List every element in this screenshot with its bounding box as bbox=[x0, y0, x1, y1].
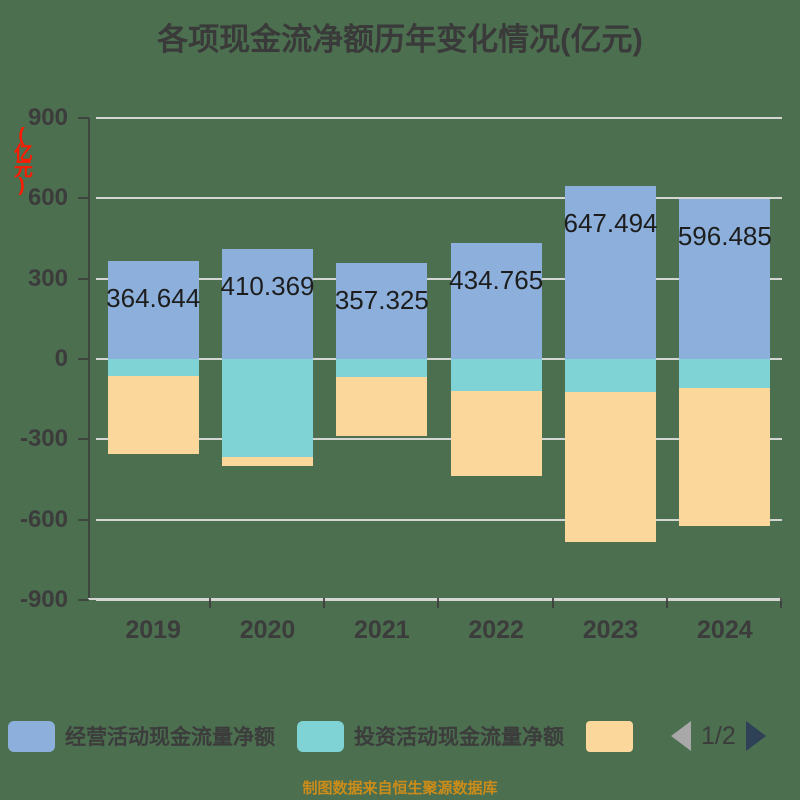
y-tick-label: -300 bbox=[19, 425, 68, 453]
gridline bbox=[96, 358, 782, 360]
bar-segment-operating[interactable] bbox=[107, 261, 199, 359]
bar-value-label: 410.369 bbox=[220, 271, 315, 302]
y-tick-mark bbox=[78, 197, 89, 200]
plot-area: 900 600 300 0 -300 -600 -900 364.644 410.369 357… bbox=[20, 104, 783, 644]
y-tick-label: 600 bbox=[27, 184, 68, 212]
bar-segment-financing[interactable] bbox=[679, 388, 771, 526]
y-tick-label: -600 bbox=[19, 505, 68, 533]
y-tick-mark bbox=[78, 599, 89, 601]
x-tick-mark bbox=[666, 598, 668, 608]
legend-item-financing[interactable] bbox=[586, 720, 643, 752]
bar-segment-investing[interactable] bbox=[107, 359, 199, 377]
bar-segment-financing[interactable] bbox=[107, 376, 199, 455]
gridline bbox=[96, 117, 782, 119]
gridline bbox=[96, 518, 782, 521]
bar-segment-operating[interactable] bbox=[679, 199, 771, 359]
y-tick-mark bbox=[78, 358, 89, 360]
bar-segment-investing[interactable] bbox=[679, 359, 771, 389]
bar-segment-financing[interactable] bbox=[222, 456, 313, 466]
y-tick-label: 900 bbox=[27, 104, 68, 131]
bar-segment-operating[interactable] bbox=[565, 185, 656, 359]
y-tick-label: 300 bbox=[27, 264, 68, 292]
data-source-note: 制图数据来自恒生聚源数据库 bbox=[302, 780, 498, 797]
legend-swatch-investing bbox=[297, 720, 344, 752]
legend-item-investing[interactable]: 投资活动现金流量净额 bbox=[297, 720, 564, 752]
gridline bbox=[96, 197, 782, 200]
bar-segment-financing[interactable] bbox=[450, 390, 542, 477]
bar-group[interactable] bbox=[222, 118, 313, 600]
y-tick-label: 0 bbox=[54, 345, 68, 372]
x-tick-label-2020: 2020 bbox=[239, 616, 296, 644]
gridline bbox=[96, 438, 782, 441]
y-axis-unit-label: (亿元) bbox=[11, 125, 32, 193]
legend-label-investing: 投资活动现金流量净额 bbox=[354, 726, 564, 749]
page-title: 各项现金流净额历年变化情况(亿元) bbox=[157, 22, 643, 57]
bar-group[interactable] bbox=[450, 118, 542, 600]
bar-value-label: 434.765 bbox=[449, 264, 544, 295]
bar-segment-operating[interactable] bbox=[336, 263, 428, 359]
y-tick-mark bbox=[78, 117, 89, 119]
bar-value-label: 596.485 bbox=[677, 221, 772, 252]
legend-item-operating[interactable]: 经营活动现金流量净额 bbox=[8, 720, 275, 752]
bar-segment-investing[interactable] bbox=[450, 359, 542, 391]
x-tick-mark bbox=[551, 598, 554, 608]
bar-group[interactable] bbox=[107, 118, 199, 600]
x-tick-mark bbox=[208, 598, 211, 608]
bar-value-label: 357.325 bbox=[334, 285, 429, 316]
x-tick-label-2021: 2021 bbox=[354, 616, 410, 644]
bar-group[interactable] bbox=[565, 118, 656, 600]
legend-pager: 1/2 bbox=[671, 721, 766, 751]
legend: 经营活动现金流量净额 投资活动现金流量净额 1/2 bbox=[0, 713, 800, 759]
x-tick-label-2022: 2022 bbox=[468, 616, 524, 644]
x-tick-mark bbox=[323, 598, 325, 608]
bar-segment-investing[interactable] bbox=[565, 359, 656, 392]
x-tick-label-2024: 2024 bbox=[697, 616, 753, 644]
bar-group[interactable] bbox=[336, 118, 428, 600]
legend-label-operating: 经营活动现金流量净额 bbox=[65, 726, 275, 749]
bar-segment-operating[interactable] bbox=[450, 242, 542, 359]
pager-counter: 1/2 bbox=[701, 721, 736, 750]
triangle-left-icon[interactable] bbox=[671, 721, 691, 751]
x-tick-mark bbox=[780, 598, 783, 608]
x-tick-label-2023: 2023 bbox=[582, 616, 639, 644]
bar-segment-financing[interactable] bbox=[565, 391, 656, 543]
y-tick-label: -900 bbox=[19, 586, 68, 613]
legend-swatch-financing bbox=[586, 720, 633, 752]
bar-value-label: 364.644 bbox=[106, 283, 201, 314]
gridline bbox=[96, 277, 782, 280]
bar-segment-investing[interactable] bbox=[222, 359, 313, 457]
x-tick-label-2019: 2019 bbox=[125, 616, 181, 644]
y-tick-mark bbox=[78, 518, 89, 521]
bar-segment-financing[interactable] bbox=[336, 377, 428, 437]
y-tick-mark bbox=[78, 438, 89, 441]
y-axis-line bbox=[88, 118, 90, 600]
bar-group[interactable] bbox=[679, 118, 771, 600]
bar-segment-investing[interactable] bbox=[336, 359, 428, 378]
legend-swatch-operating bbox=[8, 720, 55, 752]
bar-segment-operating[interactable] bbox=[222, 249, 313, 359]
y-tick-mark bbox=[78, 277, 89, 280]
bar-value-label: 647.494 bbox=[563, 207, 658, 238]
x-tick-mark bbox=[437, 598, 440, 608]
triangle-right-icon[interactable] bbox=[745, 721, 766, 751]
